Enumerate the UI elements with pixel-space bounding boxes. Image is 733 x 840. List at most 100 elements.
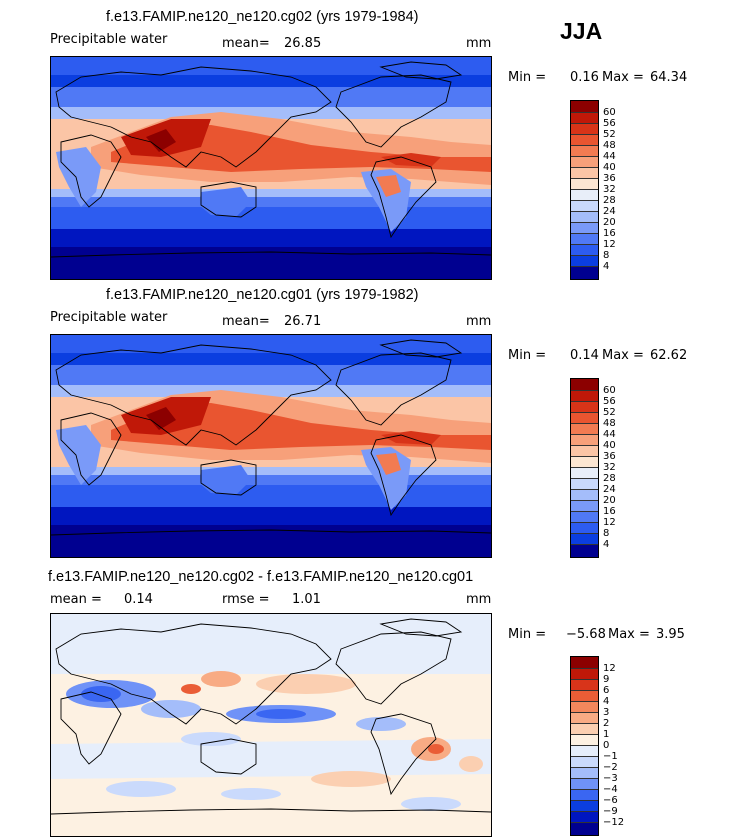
panel2-colorbar xyxy=(570,378,599,558)
panel3-mean-label: mean = xyxy=(50,592,102,607)
panel3-title: f.e13.FAMIP.ne120_ne120.cg02 - f.e13.FAM… xyxy=(48,569,474,585)
panel1-map-field xyxy=(51,57,491,279)
panel2-max-label: Max = xyxy=(602,348,644,363)
colorbar-tick-label: 12 xyxy=(603,517,616,528)
colorbar-tick-label: 1 xyxy=(603,729,610,740)
panel3-max-label: Max = xyxy=(608,627,650,642)
panel1-title: f.e13.FAMIP.ne120_ne120.cg02 (yrs 1979-1… xyxy=(106,9,419,25)
panel2-colorbar-swatch xyxy=(571,490,598,501)
colorbar-tick-label: 36 xyxy=(603,173,616,184)
colorbar-tick-label: 52 xyxy=(603,407,616,418)
colorbar-tick-label: 16 xyxy=(603,506,616,517)
panel3-colorbar-swatch xyxy=(571,702,598,713)
panel1-colorbar-swatch xyxy=(571,135,598,146)
panel1-min-value: 0.16 xyxy=(570,70,599,85)
panel1-variable: Precipitable water xyxy=(50,32,168,47)
colorbar-tick-label: 28 xyxy=(603,473,616,484)
colorbar-tick-label: −9 xyxy=(603,806,618,817)
panel1-colorbar-swatch xyxy=(571,124,598,135)
panel2-mean-value: 26.71 xyxy=(284,314,322,329)
panel1-min-label: Min = xyxy=(508,70,547,85)
colorbar-tick-label: 2 xyxy=(603,718,610,729)
colorbar-tick-label: 4 xyxy=(603,696,610,707)
panel3-colorbar-swatch xyxy=(571,790,598,801)
colorbar-tick-label: −3 xyxy=(603,773,618,784)
colorbar-tick-label: −4 xyxy=(603,784,618,795)
colorbar-tick-label: 36 xyxy=(603,451,616,462)
colorbar-tick-label: 24 xyxy=(603,484,616,495)
panel2-colorbar-swatch xyxy=(571,468,598,479)
panel1-colorbar-swatch xyxy=(571,157,598,168)
panel1-colorbar-swatch xyxy=(571,146,598,157)
colorbar-tick-label: 20 xyxy=(603,217,616,228)
panel2-colorbar-swatch xyxy=(571,379,598,391)
panel2-max-value: 62.62 xyxy=(650,348,688,363)
colorbar-tick-label: 8 xyxy=(603,250,610,261)
colorbar-tick-label: 0 xyxy=(603,740,610,751)
panel2-colorbar-swatch xyxy=(571,391,598,402)
panel2-map xyxy=(50,334,492,558)
panel1-max-value: 64.34 xyxy=(650,70,688,85)
colorbar-tick-label: 40 xyxy=(603,162,616,173)
panel1-colorbar-swatch xyxy=(571,245,598,256)
panel1-colorbar xyxy=(570,100,599,280)
colorbar-tick-label: 32 xyxy=(603,462,616,473)
colorbar-tick-label: 12 xyxy=(603,239,616,250)
panel2-colorbar-swatch xyxy=(571,479,598,490)
colorbar-tick-label: 28 xyxy=(603,195,616,206)
colorbar-tick-label: −6 xyxy=(603,795,618,806)
panel2-map-field xyxy=(51,335,491,557)
colorbar-tick-label: 48 xyxy=(603,418,616,429)
colorbar-tick-label: −12 xyxy=(603,817,625,828)
colorbar-tick-label: 56 xyxy=(603,396,616,407)
panel2-colorbar-swatch xyxy=(571,446,598,457)
panel3-colorbar-swatch xyxy=(571,812,598,823)
panel3-colorbar-swatch xyxy=(571,691,598,702)
panel2-units: mm xyxy=(466,314,492,329)
panel3-map xyxy=(50,613,492,837)
panel2-min-value: 0.14 xyxy=(570,348,599,363)
panel3-colorbar-swatch xyxy=(571,657,598,669)
colorbar-tick-label: 6 xyxy=(603,685,610,696)
panel1-colorbar-swatch xyxy=(571,267,598,279)
panel2-colorbar-swatch xyxy=(571,435,598,446)
panel2-colorbar-swatch xyxy=(571,545,598,557)
panel1-units: mm xyxy=(466,36,492,51)
panel3-map-field xyxy=(51,614,491,836)
colorbar-tick-label: 60 xyxy=(603,385,616,396)
panel3-mean-value: 0.14 xyxy=(124,592,153,607)
panel2-min-label: Min = xyxy=(508,348,547,363)
panel3-min-value: −5.68 xyxy=(566,627,606,642)
panel2-colorbar-swatch xyxy=(571,534,598,545)
colorbar-tick-label: 20 xyxy=(603,495,616,506)
panel3-colorbar-swatch xyxy=(571,801,598,812)
panel2-colorbar-swatch xyxy=(571,512,598,523)
colorbar-tick-label: 44 xyxy=(603,429,616,440)
panel3-colorbar-swatch xyxy=(571,680,598,691)
panel1-mean-label: mean= xyxy=(222,36,270,51)
colorbar-tick-label: 4 xyxy=(603,261,610,272)
colorbar-tick-label: 4 xyxy=(603,539,610,550)
panel3-colorbar-swatch xyxy=(571,757,598,768)
panel3-colorbar-swatch xyxy=(571,768,598,779)
panel1-colorbar-swatch xyxy=(571,234,598,245)
panel3-rmse-value: 1.01 xyxy=(292,592,321,607)
colorbar-tick-label: 60 xyxy=(603,107,616,118)
colorbar-tick-label: 32 xyxy=(603,184,616,195)
panel1-colorbar-swatch xyxy=(571,101,598,113)
colorbar-tick-label: 9 xyxy=(603,674,610,685)
panel2-colorbar-swatch xyxy=(571,424,598,435)
panel1-colorbar-swatch xyxy=(571,179,598,190)
colorbar-tick-label: 52 xyxy=(603,129,616,140)
panel1-colorbar-swatch xyxy=(571,190,598,201)
panel2-variable: Precipitable water xyxy=(50,310,168,325)
colorbar-tick-label: 12 xyxy=(603,663,616,674)
panel3-colorbar-swatch xyxy=(571,779,598,790)
colorbar-tick-label: 8 xyxy=(603,528,610,539)
panel1-colorbar-swatch xyxy=(571,256,598,267)
panel3-colorbar-swatch xyxy=(571,713,598,724)
colorbar-tick-label: 48 xyxy=(603,140,616,151)
panel2-colorbar-swatch xyxy=(571,501,598,512)
panel3-colorbar-swatch xyxy=(571,823,598,835)
panel3-colorbar-swatch xyxy=(571,669,598,680)
